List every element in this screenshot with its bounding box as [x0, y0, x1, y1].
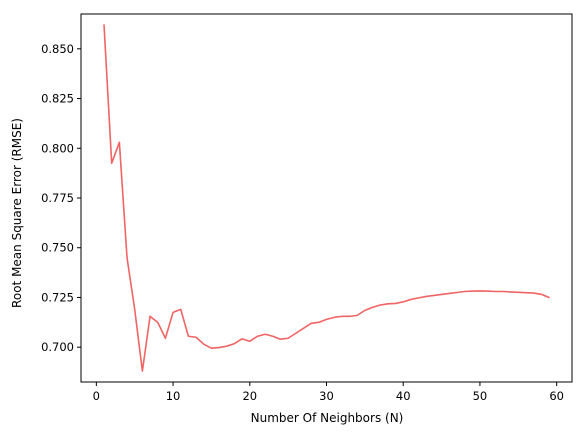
y-axis-label-group: Root Mean Square Error (RMSE) [10, 118, 24, 308]
y-tick-label: 0.800 [41, 141, 74, 155]
x-tick-label: 30 [319, 389, 334, 403]
y-tick-label: 0.825 [41, 92, 74, 106]
y-tick-label: 0.850 [41, 42, 74, 56]
y-tick-label: 0.700 [41, 340, 74, 354]
x-tick-label: 20 [242, 389, 257, 403]
y-axis-label: Root Mean Square Error (RMSE) [10, 118, 24, 308]
x-tick-label: 40 [396, 389, 411, 403]
x-tick-label: 0 [93, 389, 100, 403]
y-tick-label: 0.750 [41, 241, 74, 255]
x-axis-label: Number Of Neighbors (N) [251, 411, 404, 425]
x-tick-label: 50 [473, 389, 488, 403]
y-tick-label: 0.725 [41, 290, 74, 304]
series-line [103, 24, 550, 372]
plot-layer: 0 10 20 30 40 50 60 0.700 0.725 0.750 0.775 0.800 0.… [41, 24, 564, 403]
x-tick-label: 10 [166, 389, 181, 403]
y-tick-label: 0.775 [41, 191, 74, 205]
plot-frame [80, 13, 573, 383]
x-tick-label: 60 [549, 389, 564, 403]
